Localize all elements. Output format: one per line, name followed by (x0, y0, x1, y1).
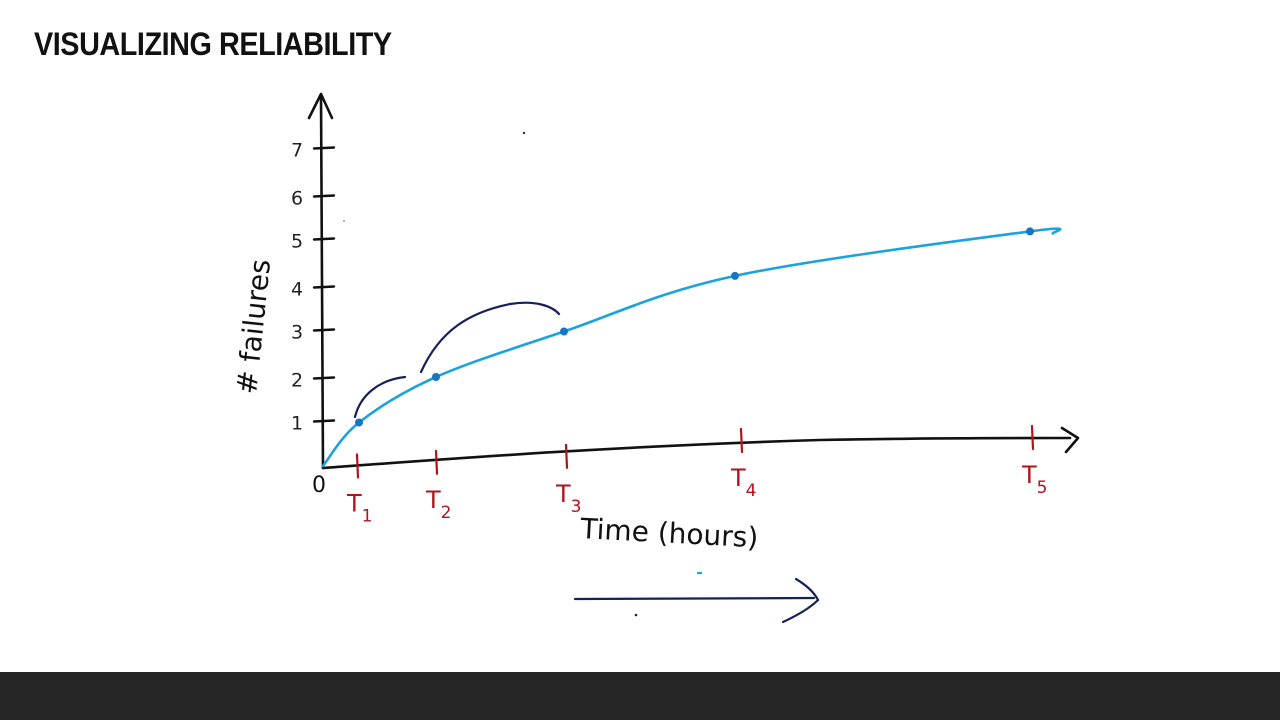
y-tick-label: 2 (291, 370, 303, 392)
x-tick-mark (739, 427, 744, 454)
x-tick-label: T4 (730, 464, 757, 501)
x-axis-ticks: T1 T2 T3 T4 T5 (346, 424, 1048, 526)
x-tick-mark (1030, 424, 1035, 451)
x-axis-line (321, 436, 1072, 470)
y-tick-mark (312, 146, 336, 150)
y-axis-line (319, 94, 325, 470)
origin-label: 0 (312, 473, 326, 498)
y-tick-mark (312, 376, 336, 380)
y-tick-mark (312, 328, 336, 332)
x-tick-mark (564, 443, 569, 469)
data-point (1026, 227, 1034, 236)
y-tick-label: 1 (291, 413, 303, 435)
annotations (353, 301, 820, 624)
annotation-arc-small (353, 375, 407, 419)
y-tick-label: 3 (291, 322, 303, 344)
slide-title: VISUALIZING RELIABILITY (34, 26, 392, 62)
y-tick-mark (312, 237, 336, 241)
data-point (355, 418, 363, 427)
data-point (731, 271, 739, 280)
y-tick-label: 5 (291, 231, 303, 253)
annotation-arc-large (419, 301, 561, 374)
x-tick-mark (355, 453, 360, 479)
x-tick-label: T2 (425, 486, 452, 523)
stray-marks (343, 131, 702, 617)
x-tick-label: T1 (346, 489, 373, 526)
y-tick-mark (312, 285, 336, 289)
x-axis-title: Time (hours) (579, 512, 759, 554)
axes (307, 92, 1080, 470)
y-axis-title: # failures (230, 258, 277, 396)
x-axis-arrowhead (1060, 426, 1080, 454)
bottom-bar (0, 672, 1280, 720)
data-point (432, 373, 440, 381)
y-tick-label: 4 (291, 279, 303, 301)
failure-curve (321, 227, 1062, 468)
direction-arrow (573, 596, 816, 601)
x-tick-label: T3 (555, 480, 582, 517)
y-tick-mark (312, 419, 336, 423)
reliability-chart: 1 2 3 4 5 6 7 0 T1 T2 T3 T4 T5 Time (hours) # fail… (230, 92, 1080, 624)
y-tick-mark (312, 194, 336, 198)
x-tick-mark (434, 449, 439, 475)
direction-arrowhead (781, 577, 820, 624)
data-points (355, 227, 1034, 427)
y-axis-ticks: 1 2 3 4 5 6 7 (291, 140, 336, 435)
x-tick-label: T5 (1021, 461, 1048, 498)
y-tick-label: 6 (291, 188, 303, 210)
y-axis-arrowhead (307, 92, 334, 120)
y-tick-label: 7 (291, 140, 303, 162)
data-point (560, 327, 568, 336)
